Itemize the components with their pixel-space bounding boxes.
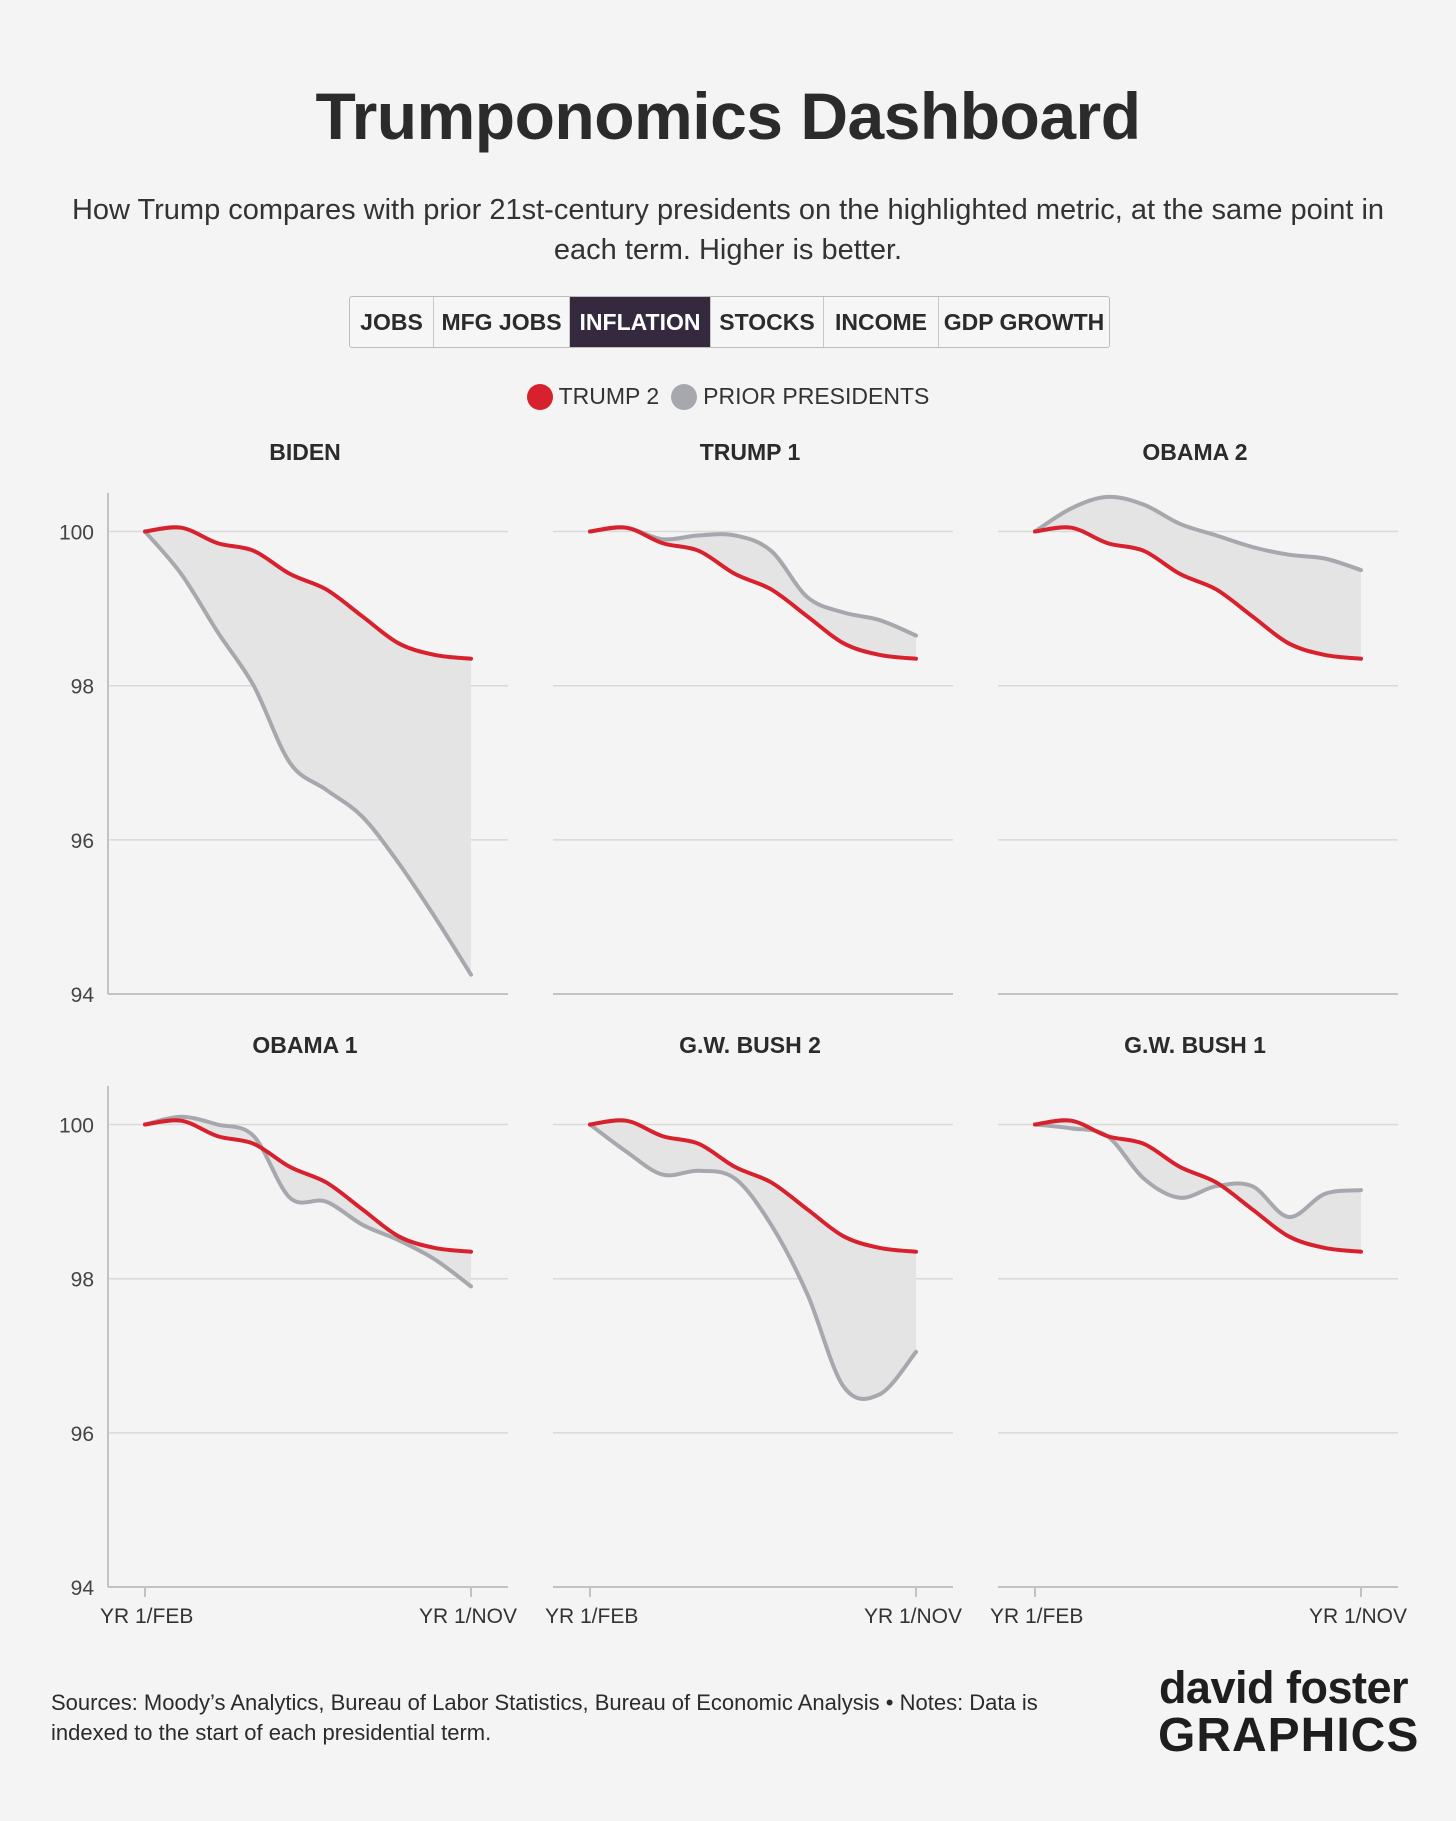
brand-line-1: david foster	[1158, 1662, 1409, 1713]
tab-gdp-growth[interactable]: GDP GROWTH	[943, 308, 1105, 335]
y-tick-label: 96	[71, 1423, 94, 1446]
trump-2-line	[1033, 525, 1363, 661]
panel-title: G.W. BUSH 2	[679, 1032, 821, 1058]
x-tick-label-start: YR 1/FEB	[990, 1605, 1083, 1628]
panel-biden: BIDEN 94 96 98 100	[59, 439, 508, 1007]
gap-area	[590, 527, 916, 659]
gap-area	[1035, 496, 1361, 659]
trump-2-line	[588, 525, 918, 661]
prior-president-line	[1033, 494, 1363, 573]
legend-label-trump: TRUMP 2	[558, 383, 660, 409]
chart-legend: TRUMP 2 PRIOR PRESIDENTS	[0, 383, 1456, 410]
brand-logo: david foster GRAPHICS	[1158, 1662, 1420, 1762]
legend-item-prior: PRIOR PRESIDENTS	[671, 383, 929, 410]
trump-2-line	[143, 525, 473, 661]
y-tick-label: 94	[71, 1577, 95, 1600]
panel-obama-2: OBAMA 2	[998, 439, 1398, 995]
panel-title: OBAMA 1	[252, 1032, 357, 1058]
y-tick-label: 100	[59, 522, 94, 545]
legend-label-prior: PRIOR PRESIDENTS	[703, 383, 930, 409]
trump-2-line	[588, 1118, 918, 1254]
panel-title: G.W. BUSH 1	[1124, 1032, 1266, 1058]
x-tick-label-end: YR 1/NOV	[864, 1605, 962, 1628]
gap-area	[1035, 1120, 1361, 1252]
trump-2-line	[1033, 1118, 1363, 1254]
x-tick-label-end: YR 1/NOV	[1309, 1605, 1407, 1628]
panel-title: TRUMP 1	[700, 439, 801, 465]
x-tick-label-end: YR 1/NOV	[419, 1605, 517, 1628]
tab-income[interactable]: INCOME	[824, 297, 939, 347]
metric-tabs: JOBS MFG JOBS INFLATION STOCKS INCOME GD…	[349, 296, 1110, 348]
y-tick-label: 96	[71, 830, 94, 853]
tab-mfg-jobs[interactable]: MFG JOBS	[434, 297, 570, 347]
tab-inflation[interactable]: INFLATION	[570, 297, 711, 347]
y-tick-label: 98	[71, 1269, 94, 1292]
tab-stocks[interactable]: STOCKS	[711, 297, 824, 347]
prior-president-line	[588, 1122, 918, 1401]
panel-g-w-bush-2: G.W. BUSH 2 YR 1/FEB YR 1/NOV	[545, 1032, 962, 1628]
prior-president-line	[1033, 1122, 1363, 1219]
x-tick-label-start: YR 1/FEB	[545, 1605, 638, 1628]
prior-president-line	[143, 1114, 473, 1289]
legend-dot-trump	[526, 383, 553, 410]
trump-2-line	[143, 1118, 473, 1254]
prior-president-line	[143, 529, 473, 977]
legend-item-trump: TRUMP 2	[526, 383, 660, 410]
page-subtitle: How Trump compares with prior 21st-centu…	[71, 194, 1385, 266]
sources-note: Sources: Moody’s Analytics, Bureau of La…	[51, 1690, 1038, 1745]
panel-obama-1: OBAMA 1 94 96 98 100 YR 1/FEB YR 1/NOV	[59, 1032, 517, 1628]
panel-trump-1: TRUMP 1	[553, 439, 953, 995]
gap-area	[590, 1120, 916, 1399]
page-title: Trumponomics Dashboard	[315, 79, 1141, 153]
y-tick-label: 94	[71, 984, 95, 1007]
panel-title: OBAMA 2	[1142, 439, 1247, 465]
y-tick-label: 98	[71, 676, 94, 699]
panel-title: BIDEN	[269, 439, 341, 465]
panel-g-w-bush-1: G.W. BUSH 1 YR 1/FEB YR 1/NOV	[990, 1032, 1407, 1628]
brand-line-2: GRAPHICS	[1158, 1709, 1420, 1762]
tab-jobs[interactable]: JOBS	[350, 297, 434, 347]
x-tick-label-start: YR 1/FEB	[100, 1605, 193, 1628]
y-tick-label: 100	[59, 1115, 94, 1138]
legend-dot-prior	[671, 383, 698, 410]
